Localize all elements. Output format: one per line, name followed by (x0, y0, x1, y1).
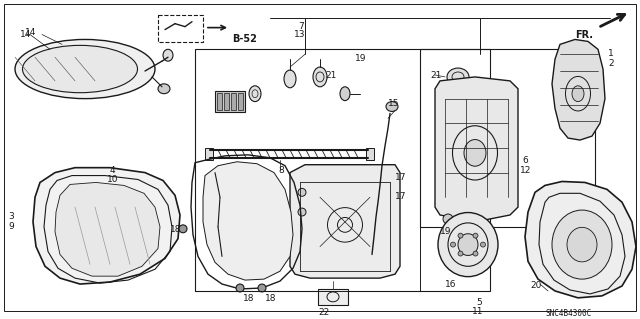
Bar (195, 49, 490, 291)
Ellipse shape (367, 254, 377, 263)
Bar (158, 15, 203, 42)
Text: 19: 19 (355, 54, 367, 63)
Text: 1: 1 (608, 49, 614, 58)
Ellipse shape (458, 233, 463, 238)
Polygon shape (525, 182, 636, 298)
Polygon shape (435, 77, 518, 222)
Text: B-52: B-52 (232, 33, 257, 43)
Ellipse shape (258, 284, 266, 292)
Ellipse shape (473, 233, 478, 238)
Text: 16: 16 (445, 280, 456, 289)
Bar (224, 93, 229, 110)
Text: 11: 11 (472, 307, 483, 316)
Text: 14: 14 (20, 30, 31, 39)
Ellipse shape (163, 49, 173, 61)
Text: 21: 21 (325, 71, 337, 80)
Ellipse shape (340, 87, 350, 100)
Ellipse shape (458, 234, 478, 256)
Ellipse shape (15, 40, 155, 99)
Bar (366, 148, 374, 160)
Polygon shape (33, 168, 180, 284)
Text: 22: 22 (318, 308, 329, 317)
Text: 14: 14 (25, 28, 36, 37)
Ellipse shape (464, 139, 486, 166)
Text: 19: 19 (440, 227, 451, 236)
Text: 21: 21 (430, 71, 442, 80)
Bar (318, 289, 348, 305)
Bar (238, 93, 243, 110)
Ellipse shape (179, 225, 187, 233)
Text: 2: 2 (608, 59, 614, 68)
Ellipse shape (22, 45, 138, 93)
Ellipse shape (438, 212, 498, 277)
Text: 20: 20 (530, 281, 541, 290)
Text: 10: 10 (107, 174, 118, 183)
Polygon shape (203, 162, 293, 280)
Text: 12: 12 (520, 166, 531, 175)
Ellipse shape (298, 189, 306, 196)
Polygon shape (55, 182, 160, 276)
Text: 4: 4 (110, 166, 116, 175)
Text: 18: 18 (243, 294, 255, 303)
Text: 9: 9 (8, 222, 13, 231)
Ellipse shape (158, 84, 170, 94)
Text: FR.: FR. (575, 30, 593, 40)
Ellipse shape (567, 227, 597, 262)
Polygon shape (552, 40, 605, 140)
Text: 18: 18 (170, 225, 182, 234)
Ellipse shape (458, 251, 463, 256)
Ellipse shape (443, 214, 453, 224)
Text: 15: 15 (388, 99, 399, 108)
Text: 8: 8 (278, 166, 284, 175)
Bar (205, 148, 213, 160)
Bar (217, 93, 222, 110)
Text: 5: 5 (476, 298, 482, 307)
Ellipse shape (473, 251, 478, 256)
Ellipse shape (249, 86, 261, 101)
Text: 17: 17 (395, 192, 406, 201)
Ellipse shape (481, 242, 486, 247)
Ellipse shape (236, 284, 244, 292)
Text: 18: 18 (265, 294, 276, 303)
Ellipse shape (572, 86, 584, 101)
Bar (215, 91, 245, 112)
Text: 17: 17 (395, 173, 406, 182)
Ellipse shape (298, 208, 306, 216)
Polygon shape (290, 165, 400, 278)
Ellipse shape (451, 242, 456, 247)
Bar (231, 93, 236, 110)
Text: 7: 7 (298, 22, 304, 31)
Ellipse shape (447, 68, 469, 86)
Ellipse shape (552, 210, 612, 279)
Text: 3: 3 (8, 212, 13, 221)
Ellipse shape (284, 70, 296, 88)
Ellipse shape (313, 67, 327, 87)
Text: 13: 13 (294, 30, 305, 39)
Ellipse shape (386, 101, 398, 111)
Text: 6: 6 (522, 156, 528, 165)
Bar (420, 49, 595, 227)
Text: SNC4B4300C: SNC4B4300C (545, 309, 591, 318)
